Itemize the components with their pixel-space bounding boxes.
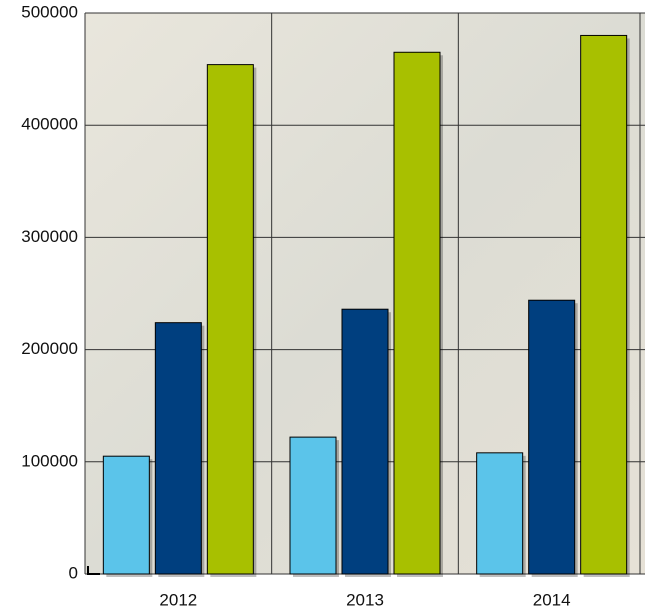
y-tick-label: 0 [69,563,78,582]
bar [289,436,337,575]
bar [476,452,524,575]
y-tick-label: 500000 [21,2,78,21]
axis-corner [87,566,100,575]
x-tick-label: 2012 [159,590,197,609]
bar [393,51,441,575]
bar [528,299,576,575]
bar [580,34,628,575]
bar [341,308,389,575]
y-tick-label: 400000 [21,115,78,134]
y-tick-label: 300000 [21,227,78,246]
x-tick-label: 2014 [533,590,571,609]
y-tick-label: 100000 [21,451,78,470]
y-tick-label: 200000 [21,339,78,358]
x-tick-label: 2013 [346,590,384,609]
bar [154,322,202,575]
bar [206,64,254,575]
bar [102,455,150,575]
